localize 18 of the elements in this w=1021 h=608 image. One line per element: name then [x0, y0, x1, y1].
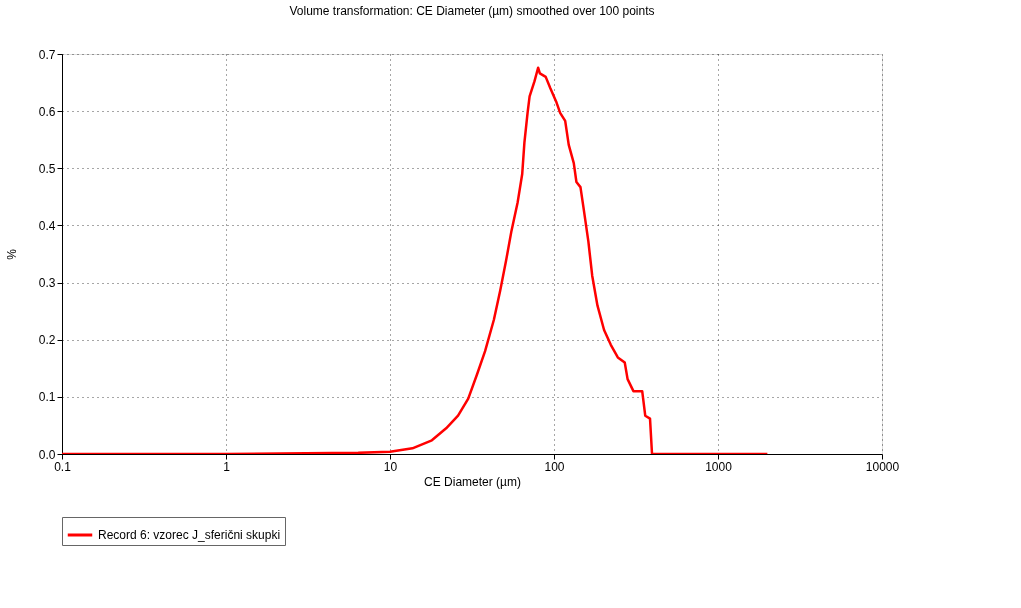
- y-tick-label: 0.0: [38, 447, 56, 462]
- x-tick-label: 1: [223, 459, 231, 474]
- y-tick-label: 0.3: [38, 276, 56, 291]
- legend-label: Record 6: vzorec J_sferični skupki: [98, 528, 281, 542]
- y-tick-label: 0.1: [38, 390, 56, 405]
- y-tick-label: 0.6: [38, 104, 56, 119]
- y-tick-label: 0.5: [38, 161, 56, 176]
- y-tick-label: 0.7: [38, 47, 56, 62]
- x-tick-label: 100: [544, 459, 565, 474]
- x-axis-title: CE Diameter (µm): [424, 474, 521, 489]
- x-tick-label: 0.1: [54, 459, 72, 474]
- y-tick-label: 0.2: [38, 333, 56, 348]
- x-tick-label: 10: [383, 459, 398, 474]
- x-tick-label: 10000: [865, 459, 900, 474]
- x-tick-label: 1000: [705, 459, 733, 474]
- y-axis-title: %: [4, 248, 19, 260]
- y-tick-label: 0.4: [38, 218, 56, 233]
- chart-title: Volume transformation: CE Diameter (µm) smoothed over 100 points: [289, 4, 655, 18]
